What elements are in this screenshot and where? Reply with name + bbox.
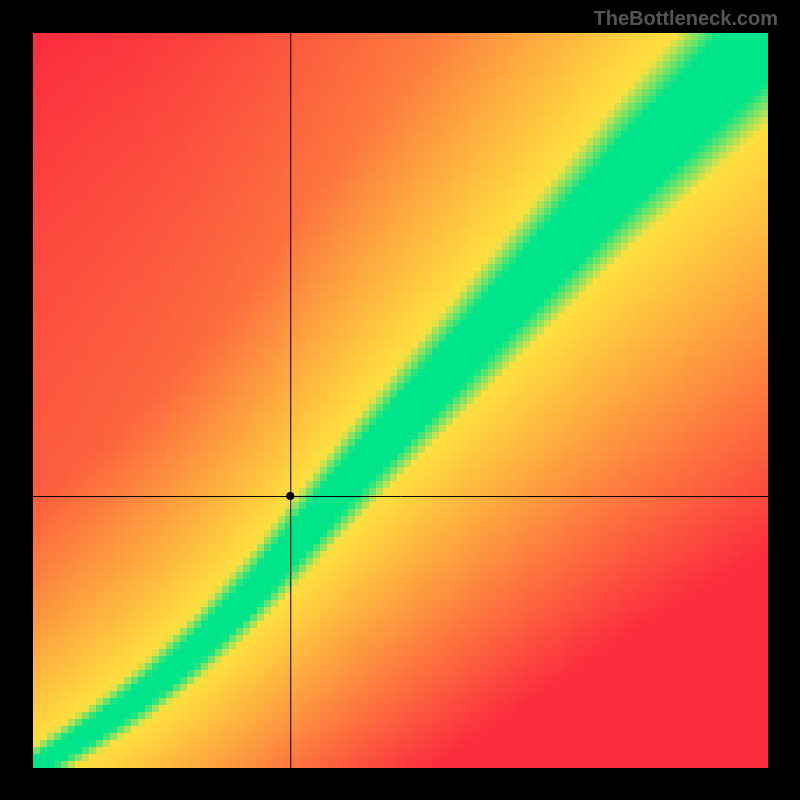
watermark-text: TheBottleneck.com bbox=[594, 8, 778, 31]
bottleneck-heatmap bbox=[33, 33, 768, 768]
heatmap-canvas bbox=[33, 33, 768, 768]
